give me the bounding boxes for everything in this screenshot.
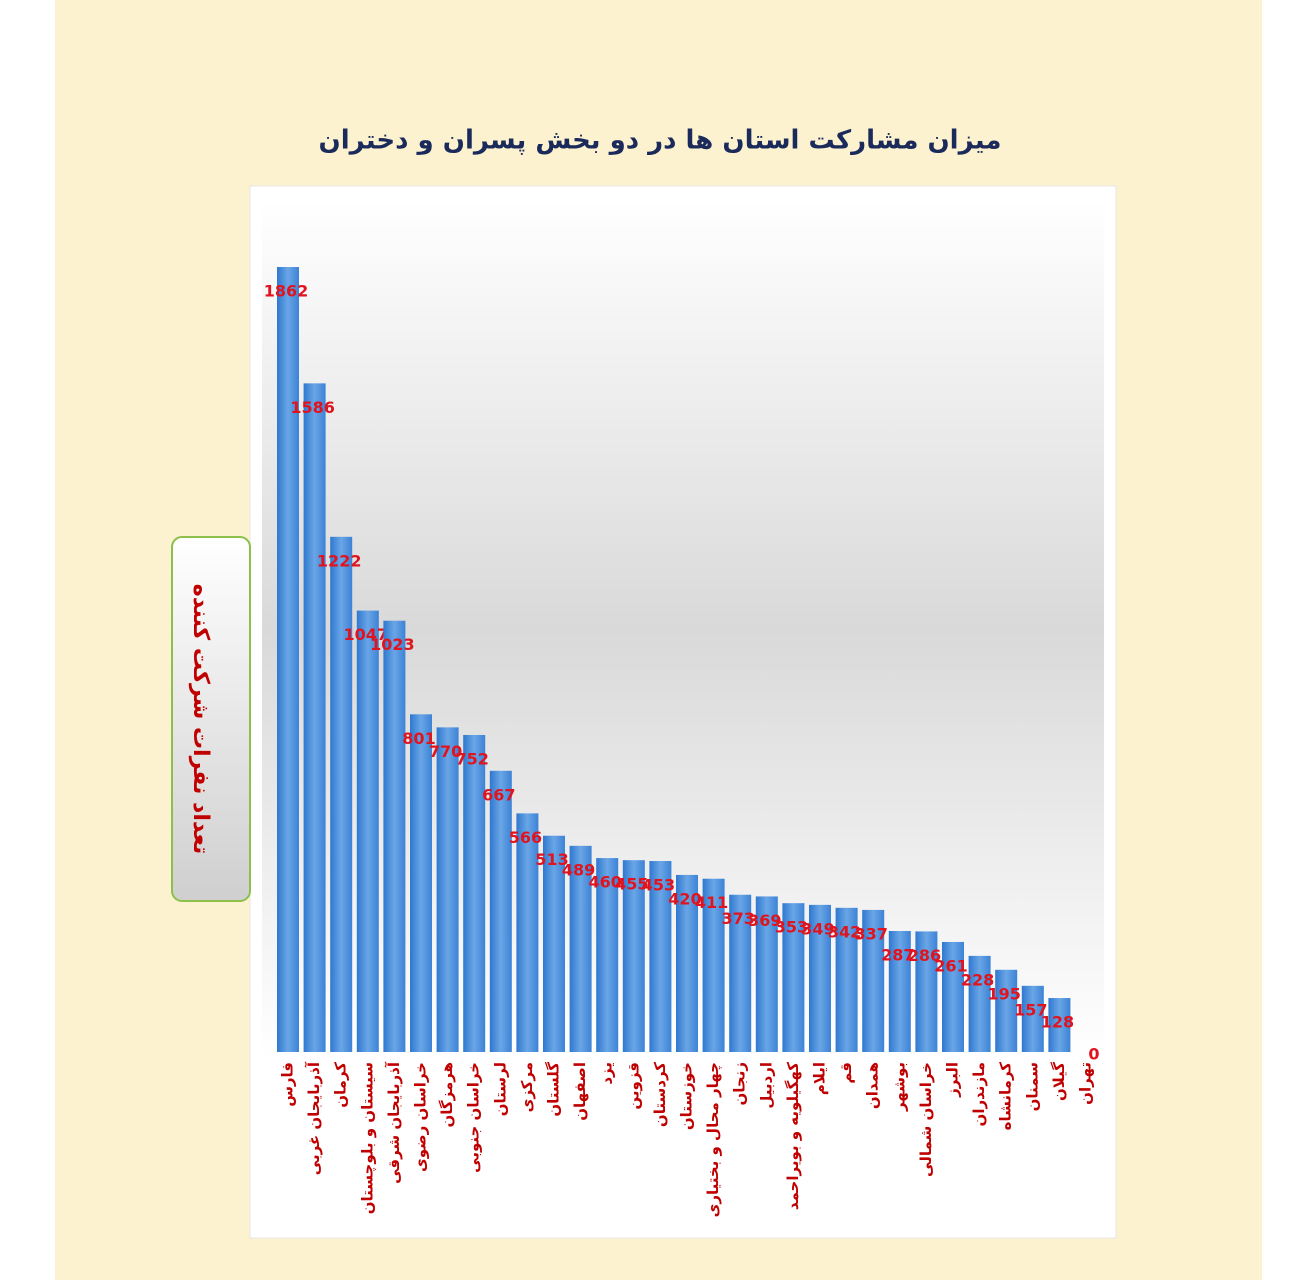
value-label: 420	[668, 889, 701, 908]
x-tick-label: یزد	[598, 1062, 616, 1085]
value-label: 1586	[290, 398, 335, 417]
value-label: 228	[961, 970, 994, 989]
x-tick-label: خراسان جنوبی	[465, 1062, 483, 1173]
bar	[463, 734, 486, 1052]
bar	[410, 714, 432, 1052]
value-label: 0	[1088, 1045, 1099, 1064]
bar	[755, 896, 778, 1052]
bar	[915, 931, 938, 1052]
x-tick-label: بوشهر	[890, 1062, 908, 1112]
value-label: 1862	[264, 282, 309, 301]
x-tick-label: قزوین	[624, 1062, 642, 1110]
bar	[676, 874, 698, 1052]
x-tick-label: اردبیل	[757, 1062, 775, 1109]
x-tick-label: کردستان	[651, 1062, 669, 1127]
x-tick-label: ایلام	[811, 1062, 829, 1095]
bar	[543, 835, 565, 1052]
x-tick-label: مرکزی	[518, 1062, 536, 1112]
bar	[995, 969, 1018, 1052]
x-tick-label: همدان	[864, 1062, 882, 1109]
x-tick-label: گلستان	[545, 1062, 563, 1117]
value-label: 373	[721, 909, 754, 928]
bar	[569, 845, 592, 1052]
value-label: 261	[934, 956, 967, 975]
x-tick-label: آذربایجان شرقی	[385, 1061, 403, 1184]
value-label: 287	[881, 946, 914, 965]
value-label: 455	[615, 875, 648, 894]
bar	[622, 860, 645, 1052]
x-tick-label: لرستان	[491, 1062, 509, 1116]
bar	[277, 267, 299, 1052]
x-tick-label: تهران	[1077, 1062, 1095, 1105]
value-label: 1047	[344, 625, 389, 644]
x-tick-label: کرمان	[332, 1062, 350, 1108]
bar	[436, 727, 459, 1052]
value-label: 801	[402, 729, 435, 748]
bar	[968, 955, 991, 1052]
x-tick-label: آذربایجان غربی	[305, 1061, 323, 1175]
value-label: 337	[854, 924, 887, 943]
value-label: 752	[455, 749, 488, 768]
x-tick-label: چهار محال و بختیاری	[704, 1062, 723, 1217]
bar	[516, 813, 539, 1052]
x-tick-label: کهگیلویه و بویراحمد	[784, 1062, 802, 1210]
x-tick-label: خراسان شمالی	[917, 1062, 935, 1177]
value-label: 286	[908, 946, 941, 965]
bar	[809, 904, 831, 1052]
bar	[729, 894, 752, 1052]
bar	[356, 610, 379, 1052]
value-label: 489	[562, 860, 595, 879]
y-axis-label: تعداد نفرات شرکت کننده	[188, 584, 213, 854]
value-label: 1023	[370, 635, 415, 654]
bar	[862, 909, 885, 1052]
x-tick-label: هرمزگان	[438, 1062, 456, 1128]
bar	[702, 878, 725, 1052]
value-label: 460	[588, 873, 621, 892]
x-tick-label: سمنان	[1023, 1062, 1041, 1111]
x-tick-label: خراسان رضوی	[412, 1062, 430, 1172]
bar	[1021, 985, 1044, 1052]
x-tick-label: زنجان	[731, 1062, 749, 1106]
bar	[1048, 998, 1071, 1052]
value-label: 411	[695, 893, 728, 912]
value-label: 770	[429, 742, 462, 761]
bar	[649, 861, 672, 1052]
bar	[330, 536, 353, 1052]
bar	[596, 858, 619, 1052]
bar	[782, 903, 805, 1052]
x-tick-label: خوزستان	[678, 1062, 696, 1130]
value-label: 342	[828, 922, 861, 941]
bar	[489, 770, 512, 1052]
value-label: 566	[509, 828, 542, 847]
value-label: 453	[642, 876, 675, 895]
bar	[383, 620, 406, 1052]
x-tick-label: سیستان و بلوچستان	[358, 1062, 377, 1214]
bar	[888, 931, 911, 1052]
x-tick-label: اصفهان	[571, 1062, 589, 1121]
value-label: 1222	[317, 551, 362, 570]
y-label-box	[171, 536, 251, 902]
x-tick-label: مازندران	[970, 1062, 988, 1126]
bar	[942, 941, 964, 1052]
x-tick-label: کرمانشاه	[997, 1062, 1015, 1131]
bar	[835, 907, 858, 1052]
value-label: 195	[987, 984, 1020, 1003]
x-tick-label: گیلان	[1050, 1062, 1068, 1101]
chart-title: میزان مشارکت استان ها در دو بخش پسران و …	[319, 126, 1002, 156]
bar	[303, 383, 326, 1052]
value-label: 353	[775, 918, 808, 937]
value-label: 157	[1014, 1000, 1047, 1019]
value-label: 513	[535, 850, 568, 869]
value-label: 369	[748, 911, 781, 930]
x-tick-label: قم	[837, 1062, 855, 1084]
value-label: 349	[801, 919, 834, 938]
value-label: 128	[1041, 1013, 1074, 1032]
x-tick-label: فارس	[279, 1062, 297, 1107]
x-tick-label: البرز	[944, 1062, 962, 1098]
value-label: 667	[482, 785, 515, 804]
